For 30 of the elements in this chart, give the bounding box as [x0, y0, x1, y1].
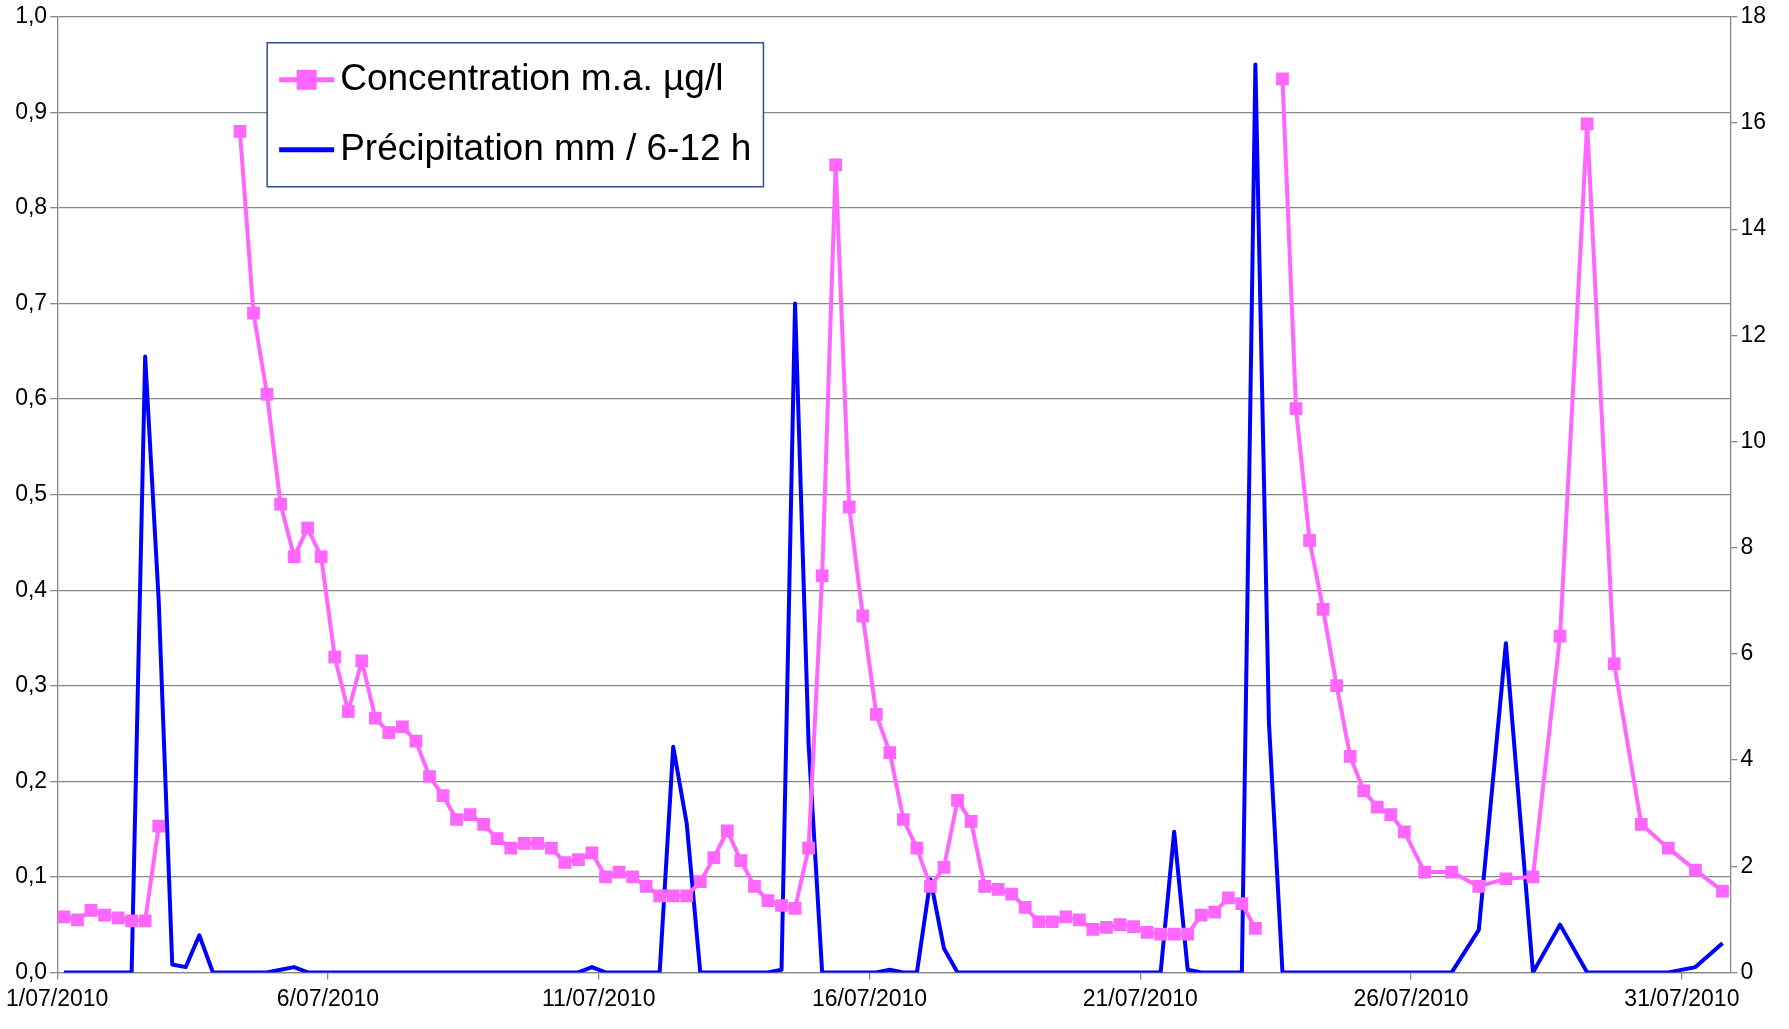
legend-label: Précipitation mm / 6-12 h	[340, 127, 752, 168]
x-tick-label: 31/07/2010	[1624, 984, 1740, 1011]
y-tick-label: 0,9	[15, 97, 48, 124]
y-tick-label: 0,5	[15, 479, 48, 506]
y-tick-label: 0,6	[15, 384, 48, 411]
y-tick-label: 0,3	[15, 671, 48, 698]
y-tick-label: 0,1	[15, 862, 48, 889]
x-tick-label: 21/07/2010	[1082, 984, 1198, 1011]
legend-label: Concentration m.a. µg/l	[340, 57, 724, 98]
y2-tick-label: 12	[1740, 320, 1767, 347]
y2-tick-label: 14	[1740, 214, 1767, 241]
x-tick-label: 6/07/2010	[276, 984, 380, 1011]
y2-tick-label: 6	[1740, 639, 1754, 666]
x-tick-label: 1/07/2010	[6, 984, 109, 1011]
y2-tick-label: 0	[1740, 957, 1754, 984]
y2-tick-label: 4	[1740, 745, 1754, 772]
y-tick-label: 0,7	[15, 288, 48, 315]
y-tick-label: 0,2	[15, 766, 48, 793]
x-tick-label: 26/07/2010	[1353, 984, 1469, 1011]
y-tick-label: 0,4	[15, 575, 48, 602]
y2-tick-label: 2	[1740, 851, 1754, 878]
x-tick-label: 16/07/2010	[811, 984, 928, 1011]
y-tick-label: 0,8	[15, 193, 48, 220]
y2-tick-label: 18	[1740, 2, 1767, 29]
x-tick-label: 11/07/2010	[542, 984, 656, 1011]
y2-tick-label: 16	[1740, 108, 1767, 135]
y2-tick-label: 10	[1740, 426, 1767, 453]
y-tick-label: 1,0	[15, 2, 48, 29]
y-tick-label: 0,0	[15, 957, 48, 984]
y2-tick-label: 8	[1740, 533, 1754, 560]
